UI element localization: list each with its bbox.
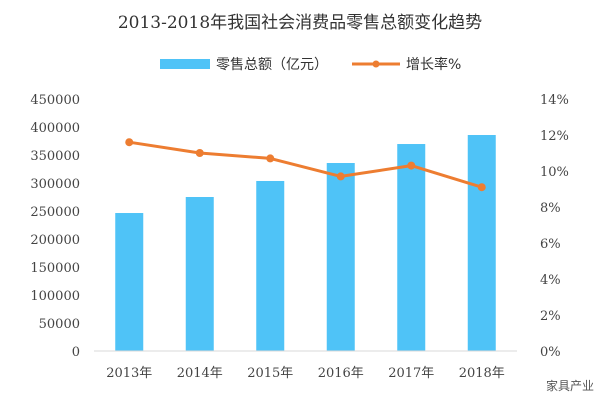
growth-point (266, 154, 275, 163)
growth-point (336, 172, 345, 181)
bar (115, 213, 144, 351)
growth-point (125, 138, 134, 147)
right-axis-tick: 8% (540, 201, 561, 216)
right-axis-tick: 2% (540, 309, 561, 324)
right-axis-tick: 6% (540, 237, 561, 252)
left-axis-tick: 300000 (30, 177, 80, 192)
legend-label-line: 增长率% (406, 56, 461, 73)
right-axis-tick: 14% (540, 93, 569, 108)
left-axis-tick: 350000 (30, 149, 80, 164)
bar (326, 163, 355, 351)
legend-marker-line (372, 60, 380, 68)
x-axis-tick: 2014年 (177, 366, 223, 381)
left-axis-tick: 200000 (30, 233, 80, 248)
left-axis-tick: 450000 (30, 93, 80, 108)
bar (467, 135, 496, 351)
chart-title: 2013-2018年我国社会消费品零售总额变化趋势 (117, 13, 483, 33)
legend-swatch-bar (160, 59, 210, 69)
right-axis-tick: 4% (540, 273, 561, 288)
left-axis-tick: 250000 (30, 205, 80, 220)
right-axis-tick: 12% (540, 129, 569, 144)
left-axis-tick: 400000 (30, 121, 80, 136)
bar (397, 144, 426, 351)
right-axis-tick: 0% (540, 345, 561, 360)
x-axis-tick: 2018年 (459, 366, 505, 381)
growth-line (129, 140, 483, 189)
growth-point (477, 183, 486, 192)
legend-label-bar: 零售总额（亿元） (216, 57, 328, 73)
left-axis-tick: 0 (72, 345, 80, 360)
growth-point (407, 161, 416, 170)
x-axis-tick: 2017年 (388, 366, 434, 381)
bar (185, 197, 214, 351)
growth-point (195, 149, 204, 157)
x-axis-tick: 2016年 (318, 366, 364, 381)
x-axis-tick: 2015年 (247, 366, 293, 381)
left-axis-tick: 50000 (39, 317, 80, 332)
left-axis-tick: 100000 (30, 289, 80, 304)
right-axis-tick: 10% (540, 165, 569, 180)
x-axis-tick: 2013年 (106, 366, 152, 381)
watermark: 家具产业 (545, 377, 594, 394)
left-axis-tick: 150000 (30, 261, 80, 276)
bar (256, 180, 285, 351)
